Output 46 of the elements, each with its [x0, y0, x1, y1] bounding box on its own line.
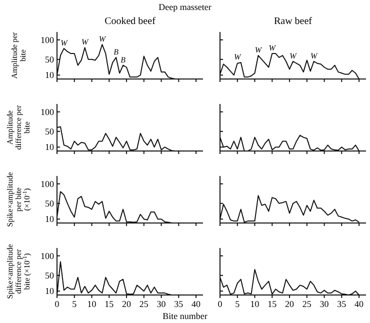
- y-tick-label: 10: [45, 142, 54, 152]
- annotation: B: [120, 55, 126, 64]
- annotation: W: [98, 34, 107, 44]
- text: Deep masseter: [158, 2, 212, 12]
- y-tick-label: 100: [40, 178, 54, 189]
- y-tick-label: 10: [45, 70, 54, 80]
- y-tick-label: 100: [40, 250, 54, 261]
- annotation: W: [268, 44, 277, 53]
- x-tick-label: 15: [268, 299, 278, 309]
- x-tick-label: 40: [192, 299, 202, 309]
- x-tick-label: 20: [122, 299, 132, 309]
- x-tick-label: 10: [87, 299, 97, 309]
- x-tick-label: 25: [139, 299, 149, 309]
- x-tick-label: 20: [285, 299, 295, 309]
- y-tick-label: 50: [45, 270, 54, 281]
- y-tick-label: 50: [45, 54, 54, 65]
- annotation: W: [310, 51, 319, 60]
- y-tick-label: 100: [40, 34, 54, 45]
- annotation: W: [254, 46, 263, 54]
- x-tick-label: 30: [320, 299, 330, 309]
- y-tick-label: 10: [45, 214, 54, 224]
- y-tick-label: 50: [45, 198, 54, 209]
- x-tick-label: 30: [156, 299, 166, 309]
- x-tick-label: 35: [174, 299, 184, 309]
- x-tick-label: 15: [104, 299, 114, 309]
- chart-title: Cooked beef: [104, 16, 156, 27]
- x-tick-label: 5: [72, 299, 78, 309]
- annotation: W: [60, 38, 69, 48]
- x-tick-label: 40: [354, 299, 364, 309]
- y-tick-label: 10: [45, 286, 54, 296]
- chart-title: Raw beef: [274, 16, 313, 27]
- annotation: W: [234, 52, 242, 62]
- annotation: B: [114, 47, 119, 56]
- annotation: W: [290, 51, 298, 60]
- x-tick-label: 35: [337, 299, 347, 309]
- y-axis-title: Amplitude per bite: [10, 32, 28, 79]
- x-tick-label: 0: [54, 299, 60, 309]
- y-tick-label: 50: [45, 126, 54, 137]
- x-tick-label: 25: [302, 299, 312, 309]
- y-axis-title: Amplitude difference per bite: [6, 104, 32, 150]
- x-axis-title: Bite number: [162, 311, 208, 321]
- x-tick-label: 0: [218, 299, 223, 309]
- y-tick-label: 100: [40, 106, 54, 117]
- x-tick-label: 10: [250, 299, 260, 309]
- x-tick-label: 5: [235, 299, 240, 309]
- annotation: W: [81, 38, 90, 47]
